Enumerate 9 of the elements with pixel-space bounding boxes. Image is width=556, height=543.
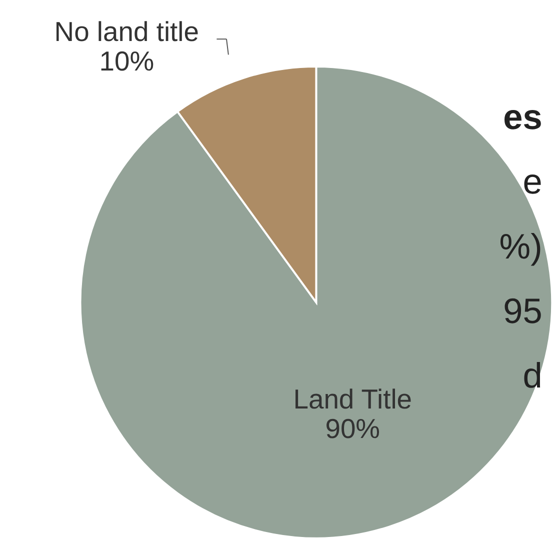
data-label: 10% (99, 45, 154, 76)
slice-label: Land Title (293, 384, 412, 415)
text: 95 (503, 292, 542, 331)
slice-label: No land title (54, 16, 199, 48)
text: e (522, 162, 542, 202)
text: es (503, 98, 542, 138)
text: d (522, 356, 542, 396)
data-label: 90% (325, 413, 380, 444)
text: %) (499, 227, 542, 266)
